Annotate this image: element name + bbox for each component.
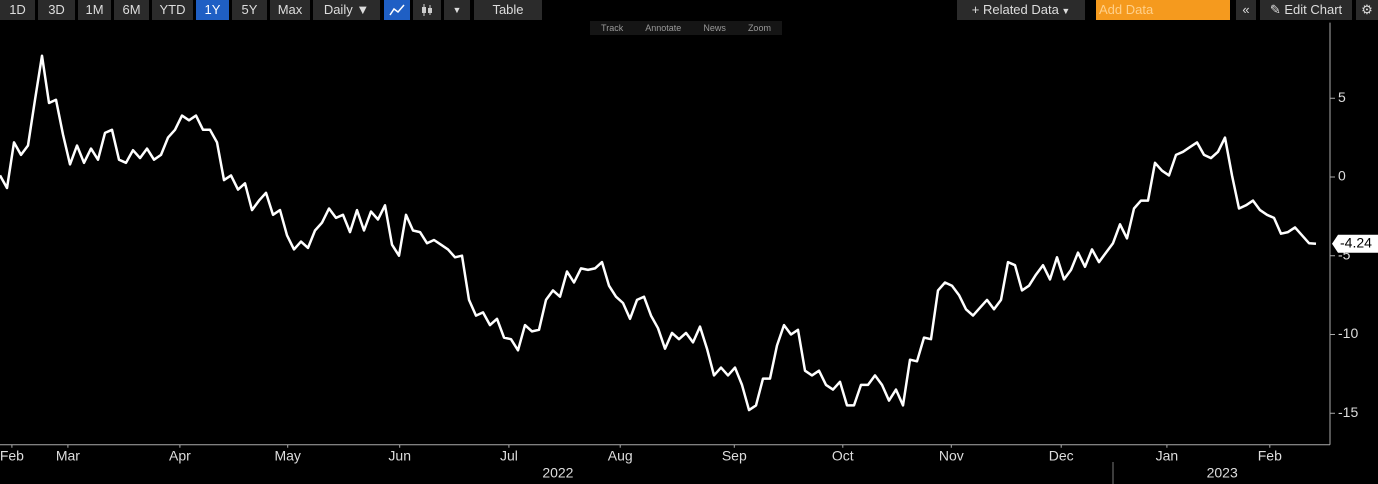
y-tick-label: 5	[1338, 89, 1346, 105]
x-tick-label: Nov	[939, 447, 964, 463]
x-tick-label: Jul	[500, 447, 518, 463]
chart-subtoolbar: Track Annotate News Zoom	[590, 21, 782, 35]
last-value-box	[1332, 234, 1378, 253]
y-tick-label: -10	[1338, 325, 1358, 341]
zoom-tool[interactable]: Zoom	[747, 23, 771, 33]
related-data-button[interactable]: + Related Data ▼	[957, 0, 1085, 20]
last-value-label: -4.24	[1340, 234, 1372, 250]
year-label: 2022	[542, 464, 573, 480]
news-tool[interactable]: News	[703, 23, 726, 33]
range-button[interactable]: YTD	[152, 0, 193, 20]
chart-type-dropdown[interactable]: ▼	[444, 0, 470, 20]
candle-icon	[422, 4, 432, 16]
related-data-label: Related Data	[982, 2, 1059, 17]
x-tick-label: Apr	[169, 447, 191, 463]
edit-chart-label: Edit Chart	[1284, 2, 1343, 17]
range-button[interactable]: 6M	[114, 0, 149, 20]
y-tick-label: -5	[1338, 246, 1351, 262]
line-icon	[389, 4, 405, 16]
x-tick-label: Dec	[1049, 447, 1074, 463]
x-tick-label: Oct	[832, 447, 854, 463]
track-tool[interactable]: Track	[601, 23, 624, 33]
add-data-input[interactable]: Add Data	[1096, 0, 1230, 20]
x-tick-label: Aug	[608, 447, 633, 463]
caret-icon: ▼	[1058, 6, 1071, 16]
collapse-button[interactable]: «	[1236, 0, 1256, 20]
candle-chart-button[interactable]	[413, 0, 441, 20]
line-chart-button[interactable]	[384, 0, 410, 20]
edit-chart-button[interactable]: ✎ Edit Chart	[1260, 0, 1352, 20]
year-label: 2023	[1207, 464, 1238, 480]
x-tick-label: May	[274, 447, 300, 463]
x-tick-label: Jan	[1156, 447, 1179, 463]
y-tick-label: -15	[1338, 404, 1358, 420]
table-button[interactable]: Table	[474, 0, 542, 20]
pencil-icon: ✎	[1269, 2, 1285, 17]
series-line	[0, 54, 1317, 412]
x-tick-label: Sep	[722, 447, 747, 463]
range-button[interactable]: 1M	[78, 0, 111, 20]
x-tick-label: Feb	[1258, 447, 1282, 463]
plus-icon: +	[971, 2, 983, 17]
range-button[interactable]: 1Y	[196, 0, 229, 20]
settings-button[interactable]: ⚙	[1356, 0, 1378, 20]
range-button[interactable]: 5Y	[232, 0, 267, 20]
range-button[interactable]: 1D	[0, 0, 35, 20]
frequency-dropdown[interactable]: Daily ▼	[313, 0, 380, 20]
y-tick-label: 0	[1338, 168, 1346, 184]
range-button[interactable]: 3D	[38, 0, 75, 20]
annotate-tool[interactable]: Annotate	[645, 23, 682, 33]
x-tick-label: Feb	[0, 447, 24, 463]
x-tick-label: Jun	[388, 447, 411, 463]
x-tick-label: Mar	[56, 447, 80, 463]
range-button[interactable]: Max	[270, 0, 310, 20]
